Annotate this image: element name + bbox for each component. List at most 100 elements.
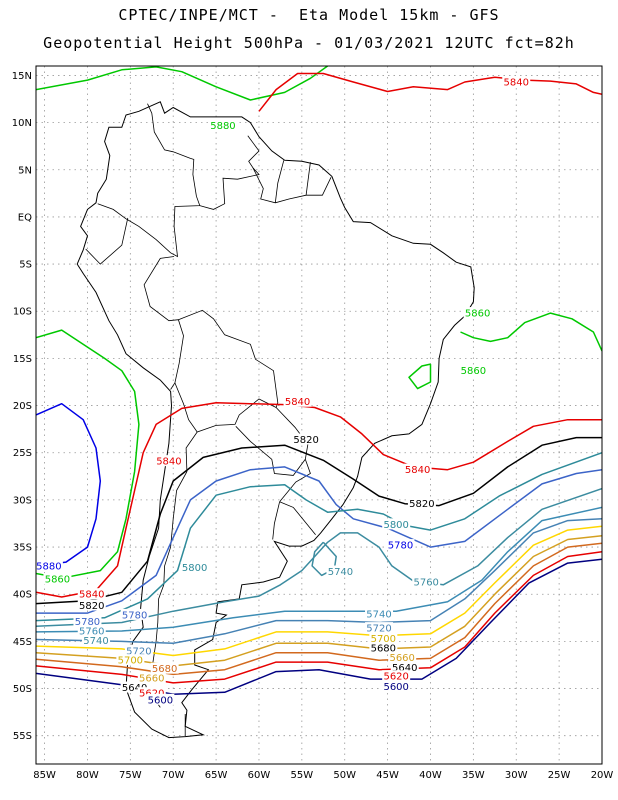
- lon-tick-label: 85W: [33, 770, 56, 781]
- lon-tick-label: 50W: [333, 770, 356, 781]
- contour-label-bg: [386, 539, 415, 551]
- contour-label: 5620: [383, 672, 408, 683]
- contour-label-bg: [116, 654, 145, 666]
- axis-ticks: 85W 80W 75W 70W 65W 60W 55W 50W 45W 40W 35W 30W 25W 2…: [12, 71, 614, 781]
- lon-tick-label: 75W: [119, 770, 142, 781]
- lat-tick-label: 5S: [19, 260, 32, 271]
- contour-label-bg: [43, 573, 72, 585]
- contour-label-bg: [369, 641, 398, 653]
- lon-tick-label: 25W: [548, 770, 571, 781]
- contour-label: 5780: [122, 610, 147, 621]
- contour-label: 5740: [328, 567, 353, 578]
- contour-label-bg: [137, 672, 166, 684]
- contour-label-bg: [146, 693, 175, 705]
- contour-label-bg: [292, 433, 321, 445]
- contour-label: 5760: [79, 626, 104, 637]
- contour-label: 5820: [409, 499, 434, 510]
- border-line: [279, 501, 316, 536]
- contour-label-bg: [382, 518, 411, 530]
- contour-label: 5880: [36, 561, 61, 572]
- map-title: CPTEC/INPE/MCT - Eta Model 15km - GFS: [118, 6, 500, 24]
- contour-label-bg: [403, 463, 432, 475]
- contour-label-bg: [502, 75, 531, 87]
- map-subtitle: Geopotential Height 500hPa - 01/03/2021 …: [43, 34, 575, 52]
- height-contour: [36, 329, 140, 579]
- contour-label: 5680: [152, 664, 177, 675]
- contour-label: 5800: [182, 563, 207, 574]
- height-contour: [36, 487, 602, 628]
- lat-tick-label: 25S: [13, 448, 32, 459]
- lat-tick-label: 5N: [18, 165, 32, 176]
- south-america-coastline: [76, 101, 475, 739]
- border-line: [235, 426, 306, 476]
- contour-label: 5840: [79, 590, 104, 601]
- lon-tick-label: 65W: [205, 770, 228, 781]
- border-line: [272, 501, 280, 540]
- contour-label: 5860: [465, 309, 490, 320]
- height-contour: [36, 402, 102, 567]
- border-line: [274, 160, 285, 203]
- contour-label: 5840: [285, 397, 310, 408]
- contour-label: 5860: [461, 366, 486, 377]
- contour-label: 5700: [371, 634, 396, 645]
- contour-label: 5720: [366, 624, 391, 635]
- contour-label: 5720: [126, 646, 151, 657]
- lon-tick-label: 80W: [76, 770, 99, 781]
- coastlines: [76, 101, 475, 739]
- border-line: [279, 459, 311, 503]
- border-line: [178, 309, 279, 408]
- contour-label: 5740: [366, 609, 391, 620]
- contour-label: 5840: [504, 77, 529, 88]
- lat-tick-label: 15N: [12, 71, 32, 82]
- contour-label-bg: [459, 364, 488, 376]
- contour-label: 5600: [383, 682, 408, 693]
- contour-label-bg: [407, 497, 436, 509]
- contour-label-bg: [412, 575, 441, 587]
- lat-tick-label: 35S: [13, 543, 32, 554]
- contour-label-bg: [390, 661, 419, 673]
- height-contour: [460, 312, 602, 352]
- contour-label-bg: [208, 119, 237, 131]
- border-line: [85, 217, 129, 265]
- contour-label: 5820: [79, 601, 104, 612]
- lat-tick-label: 10S: [13, 307, 32, 318]
- contour-label-bg: [77, 599, 106, 611]
- contour-label-bg: [82, 634, 111, 646]
- height-contour: [408, 363, 432, 390]
- contour-label-bg: [382, 670, 411, 682]
- lat-tick-label: 50S: [13, 684, 32, 695]
- contour-label-bg: [120, 681, 149, 693]
- lat-tick-label: 15S: [13, 354, 32, 365]
- contour-label: 5780: [75, 617, 100, 628]
- lat-tick-label: 45S: [13, 637, 32, 648]
- contour-label: 5840: [156, 457, 181, 468]
- lon-tick-label: 45W: [376, 770, 399, 781]
- lat-tick-label: EQ: [18, 212, 32, 223]
- height-contour: [311, 541, 337, 577]
- contour-label-bg: [34, 559, 63, 571]
- contour-label: 5600: [148, 695, 173, 706]
- border-line: [143, 256, 184, 390]
- contour-label-bg: [77, 624, 106, 636]
- lon-tick-label: 70W: [162, 770, 185, 781]
- contour-label-bg: [365, 607, 394, 619]
- lat-tick-label: 10N: [12, 118, 32, 129]
- border-line: [305, 162, 311, 196]
- contour-label: 5840: [405, 465, 430, 476]
- height-contour: [36, 466, 602, 614]
- height-contour: [36, 451, 602, 622]
- height-contour: [36, 66, 329, 101]
- lat-tick-label: 55S: [13, 731, 32, 742]
- contour-label-bg: [326, 565, 355, 577]
- height-contour: [36, 542, 602, 676]
- lon-tick-label: 60W: [248, 770, 271, 781]
- contour-label-bg: [137, 687, 166, 699]
- border-line: [199, 135, 260, 210]
- contour-label: 5640: [122, 683, 147, 694]
- contour-label: 5820: [293, 435, 318, 446]
- lon-tick-label: 40W: [419, 770, 442, 781]
- height-contour: [36, 436, 602, 605]
- lat-tick-label: 40S: [13, 590, 32, 601]
- contour-label-bg: [365, 622, 394, 634]
- border-line: [252, 167, 332, 204]
